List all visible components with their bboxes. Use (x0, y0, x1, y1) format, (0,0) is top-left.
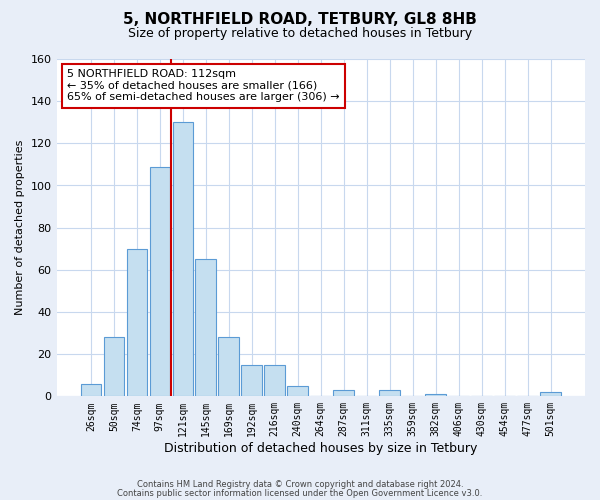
Bar (104, 338, 124, 396)
Text: 5, NORTHFIELD ROAD, TETBURY, GL8 8HB: 5, NORTHFIELD ROAD, TETBURY, GL8 8HB (123, 12, 477, 28)
Bar (173, 122, 193, 396)
Bar (379, 390, 400, 396)
Bar (425, 394, 446, 396)
Text: Contains public sector information licensed under the Open Government Licence v3: Contains public sector information licen… (118, 488, 482, 498)
Y-axis label: Number of detached properties: Number of detached properties (15, 140, 25, 316)
Bar (540, 392, 561, 396)
Bar (196, 260, 216, 396)
Bar (241, 364, 262, 396)
Bar (218, 338, 239, 396)
Bar (149, 166, 170, 396)
Text: Size of property relative to detached houses in Tetbury: Size of property relative to detached ho… (128, 28, 472, 40)
Bar (265, 364, 285, 396)
Text: Contains HM Land Registry data © Crown copyright and database right 2024.: Contains HM Land Registry data © Crown c… (137, 480, 463, 489)
Bar (287, 386, 308, 396)
X-axis label: Distribution of detached houses by size in Tetbury: Distribution of detached houses by size … (164, 442, 478, 455)
Bar (334, 390, 354, 396)
Text: 5 NORTHFIELD ROAD: 112sqm
← 35% of detached houses are smaller (166)
65% of semi: 5 NORTHFIELD ROAD: 112sqm ← 35% of detac… (67, 69, 340, 102)
Bar (127, 248, 147, 396)
Bar (80, 384, 101, 396)
